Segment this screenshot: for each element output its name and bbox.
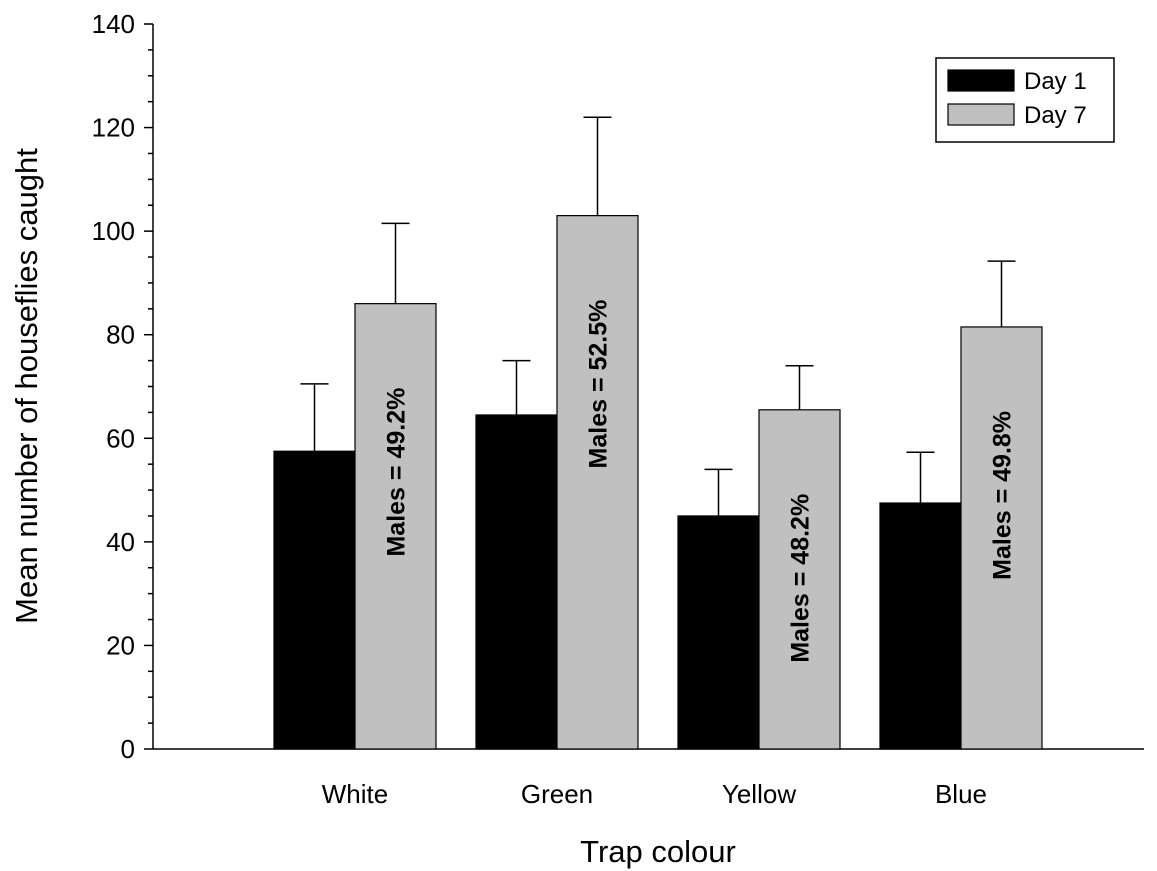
bar-day1 <box>677 515 760 750</box>
legend-label-day1: Day 1 <box>1024 68 1087 95</box>
y-tick-label: 100 <box>92 216 135 246</box>
bar-day7 <box>556 215 639 750</box>
y-axis-title: Mean number of houseflies caught <box>9 148 44 624</box>
y-tick-label: 0 <box>121 734 135 764</box>
bar-day7 <box>354 303 437 750</box>
x-category-label: Green <box>521 779 593 809</box>
bar-day7 <box>960 326 1043 750</box>
y-tick-label: 60 <box>106 423 135 453</box>
legend: Day 1 Day 7 <box>935 57 1115 143</box>
bar-day1 <box>273 450 356 750</box>
legend-swatch-day1 <box>947 69 1015 92</box>
category-labels: White Green Yellow Blue <box>322 779 987 809</box>
bar-annotation: Males = 48.2% <box>787 494 815 663</box>
y-axis: 0 20 40 60 80 100 120 140 <box>92 9 154 764</box>
legend-swatch-day7 <box>947 103 1015 126</box>
y-tick-label: 140 <box>92 9 135 39</box>
x-category-label: White <box>322 779 388 809</box>
bar-annotation: Males = 49.8% <box>989 411 1017 580</box>
bar-day7 <box>758 409 841 750</box>
bar-day1 <box>879 502 962 750</box>
y-tick-label: 40 <box>106 527 135 557</box>
y-tick-label: 80 <box>106 320 135 350</box>
bar-annotation: Males = 49.2% <box>383 388 411 557</box>
y-tick-label: 120 <box>92 113 135 143</box>
bar-annotation: Males = 52.5% <box>585 300 613 469</box>
x-category-label: Blue <box>935 779 987 809</box>
bar-day1 <box>475 414 558 750</box>
legend-label-day7: Day 7 <box>1024 102 1087 129</box>
plot-area: Males = 49.2% Males = 52.5% Males = 48.2% M… <box>273 116 1043 750</box>
x-category-label: Yellow <box>722 779 796 809</box>
y-tick-label: 20 <box>106 630 135 660</box>
x-axis-title: Trap colour <box>580 834 736 869</box>
